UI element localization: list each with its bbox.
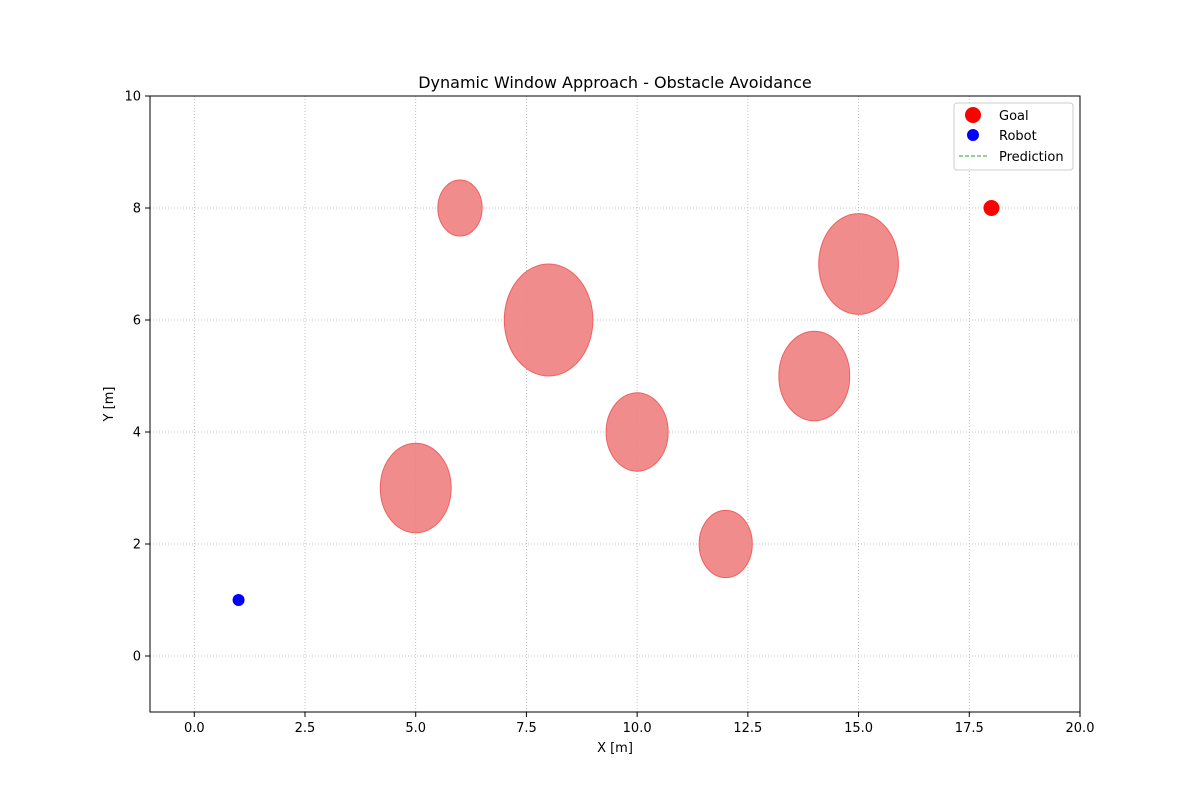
legend-goal-marker [965, 107, 981, 123]
x-tick-label: 0.0 [184, 721, 205, 736]
x-tick-label: 17.5 [955, 721, 984, 736]
legend-robot-marker [967, 129, 979, 141]
legend-box [953, 102, 1074, 171]
x-tick-label: 7.5 [516, 721, 537, 736]
obstacles [379, 179, 899, 579]
legend-prediction-label: Prediction [999, 150, 1064, 165]
x-tick-label: 2.5 [295, 721, 316, 736]
legend-goal-label: Goal [999, 109, 1029, 124]
legend: Goal Robot Prediction [953, 102, 1074, 171]
obstacle [379, 442, 452, 534]
obstacle [818, 213, 899, 315]
x-axis-label: X [m] [597, 741, 633, 756]
y-ticks: 0 2 4 6 8 10 [124, 90, 150, 665]
y-tick-label: 10 [124, 90, 141, 105]
legend-robot-label: Robot [999, 129, 1037, 144]
obstacle [503, 263, 594, 377]
y-tick-label: 4 [133, 426, 141, 441]
obstacle [698, 509, 753, 579]
obstacle [605, 392, 669, 472]
goal-marker [983, 200, 1000, 216]
chart-title: Dynamic Window Approach - Obstacle Avoid… [418, 73, 812, 92]
obstacle [778, 330, 851, 422]
x-tick-label: 5.0 [405, 721, 426, 736]
markers [232, 200, 1000, 606]
y-tick-label: 6 [133, 314, 141, 329]
x-tick-label: 10.0 [623, 721, 652, 736]
x-tick-label: 15.0 [844, 721, 873, 736]
x-tick-label: 20.0 [1066, 721, 1095, 736]
obstacle [437, 179, 483, 237]
x-tick-label: 12.5 [733, 721, 762, 736]
y-tick-label: 2 [133, 538, 141, 553]
x-ticks: 0.0 2.5 5.0 7.5 10.0 12.5 15.0 17.5 20.0 [184, 712, 1095, 736]
y-axis-label: Y [m] [102, 387, 117, 423]
robot-marker [232, 594, 245, 606]
y-tick-label: 8 [133, 202, 141, 217]
plot-frame [149, 95, 1081, 713]
y-tick-label: 0 [133, 650, 141, 665]
